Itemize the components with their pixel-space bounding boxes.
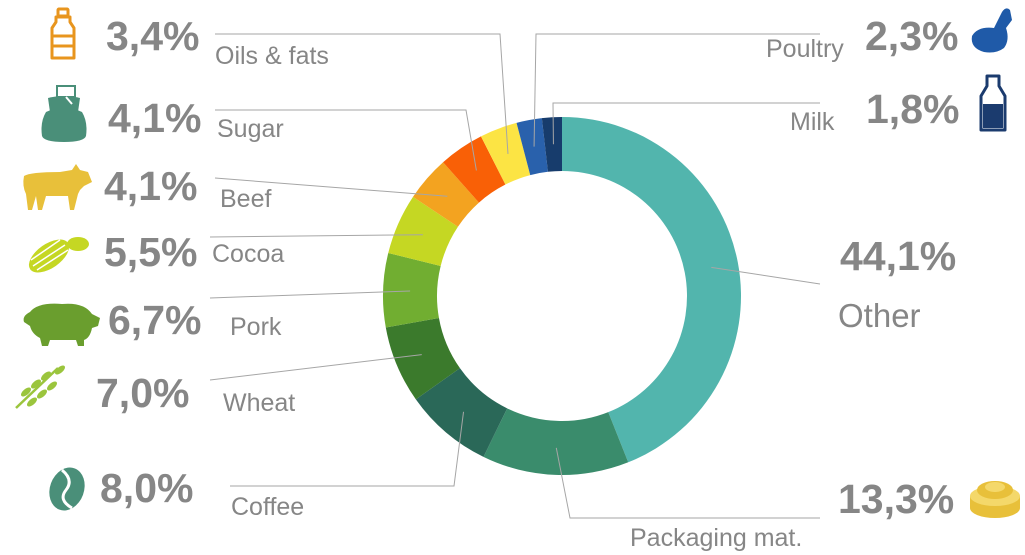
pct-label-pork: 6,7%	[108, 297, 201, 343]
pct-label-cocoa: 5,5%	[104, 229, 197, 275]
pct-label-oils-fats: 3,4%	[106, 13, 199, 59]
leader-line-pork	[209, 290, 411, 299]
slice-beef	[412, 162, 479, 227]
slice-other	[562, 117, 742, 463]
pct-label-other: 44,1%	[840, 233, 956, 279]
leader-line-oils-fats	[215, 33, 509, 154]
category-label-sugar: Sugar	[217, 115, 284, 143]
milk-bottle-icon	[979, 74, 1007, 132]
leader-lines	[209, 33, 821, 519]
oil-bottle-icon	[50, 7, 76, 60]
slice-sugar	[443, 136, 506, 203]
leader-line-wheat	[209, 354, 422, 381]
category-label-cocoa: Cocoa	[212, 240, 284, 268]
slice-pork	[383, 252, 441, 328]
pig-icon	[23, 303, 101, 346]
category-label-pork: Pork	[230, 313, 282, 341]
slice-poultry	[516, 118, 548, 176]
cow-icon	[23, 164, 92, 210]
slice-wheat	[385, 318, 460, 400]
category-label-beef: Beef	[220, 185, 271, 213]
pct-label-coffee: 8,0%	[100, 465, 193, 511]
category-label-coffee: Coffee	[231, 493, 304, 521]
leader-line-beef	[214, 177, 448, 197]
category-label-milk: Milk	[790, 108, 835, 136]
pct-label-poultry: 2,3%	[865, 13, 958, 59]
category-label-packaging: Packaging mat.	[630, 524, 802, 552]
slice-oils-fats	[480, 122, 531, 185]
pct-label-beef: 4,1%	[104, 163, 197, 209]
leader-line-other	[711, 266, 821, 285]
leader-line-packaging-mat	[555, 447, 820, 519]
cocoa-pod-icon	[28, 237, 89, 273]
leader-line-sugar	[215, 109, 477, 171]
slice-coffee	[415, 368, 508, 457]
slice-cocoa	[388, 196, 458, 266]
pct-label-sugar: 4,1%	[108, 95, 201, 141]
category-label-wheat: Wheat	[223, 389, 295, 417]
slice-milk	[541, 117, 562, 172]
slice-packaging-mat	[483, 408, 629, 476]
category-label-oils-fats: Oils & fats	[215, 42, 329, 70]
donut-slices	[383, 117, 742, 476]
category-label-other: Other	[838, 297, 921, 334]
leader-line-poultry	[533, 33, 820, 147]
pct-label-wheat: 7,0%	[96, 370, 189, 416]
leader-line-milk	[552, 102, 820, 145]
pct-label-packaging: 13,3%	[838, 476, 954, 522]
packaging-icon	[970, 481, 1020, 518]
chicken-icon	[971, 8, 1012, 53]
labels: 3,4% Oils & fats 4,1% Sugar 4,1% Beef 5,…	[96, 13, 959, 552]
sugar-sack-icon	[41, 85, 87, 142]
category-label-poultry: Poultry	[766, 35, 844, 63]
pct-label-milk: 1,8%	[866, 86, 959, 132]
leader-line-coffee	[230, 411, 465, 487]
coffee-bean-icon	[49, 467, 85, 511]
wheat-icon	[15, 365, 65, 409]
leader-line-cocoa	[209, 234, 423, 238]
